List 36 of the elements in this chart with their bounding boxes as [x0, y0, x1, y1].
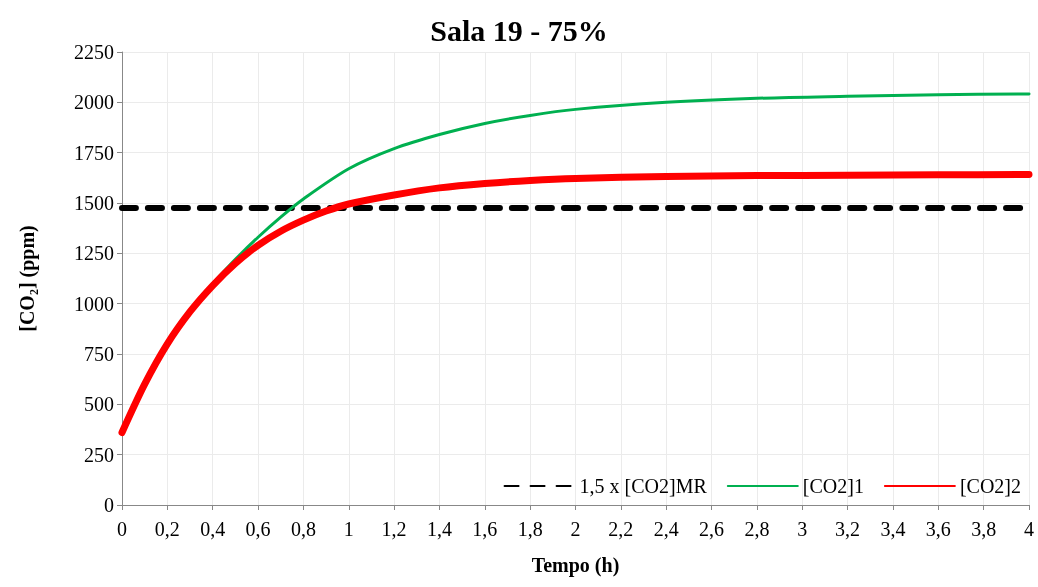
y-tick-label: 0: [104, 494, 114, 516]
x-tick-label: 0,6: [245, 518, 271, 540]
y-tick-label: 2250: [74, 41, 114, 63]
x-axis-title: Tempo (h): [531, 554, 620, 577]
y-axis-title: [CO₂] (ppm): [16, 225, 39, 332]
x-tick-label: 3,4: [880, 518, 906, 540]
legend-label: [CO2]1: [802, 475, 864, 497]
y-tick-label: 1000: [74, 292, 114, 315]
y-tick-label: 750: [84, 343, 114, 365]
x-tick-label: 4: [1024, 518, 1034, 540]
x-tick-label: 2,2: [608, 518, 634, 540]
x-tick-label: 1,6: [472, 518, 498, 540]
x-tick-label: 3,6: [925, 518, 951, 540]
y-tick-label: 2000: [74, 91, 114, 114]
y-tick-label: 250: [84, 443, 114, 466]
x-tick-label: 3: [797, 518, 808, 540]
y-tick-label: 1750: [74, 141, 114, 164]
legend-label: 1,5 x [CO2]MR: [579, 475, 708, 497]
y-tick-label: 1500: [74, 192, 114, 214]
x-tick-label: 1,8: [517, 518, 543, 540]
chart-title: Sala 19 - 75%: [430, 13, 608, 47]
x-tick-label: 2,4: [653, 518, 679, 540]
legend-label: [CO2]2: [959, 475, 1022, 497]
x-tick-label: 0,8: [290, 518, 316, 540]
y-tick-label: 1250: [74, 242, 114, 265]
x-tick-label: 1: [343, 518, 354, 540]
x-tick-label: 0,2: [154, 518, 180, 540]
x-tick-label: 3,2: [835, 518, 861, 540]
x-tick-label: 2: [570, 518, 581, 540]
x-tick-label: 0,4: [200, 518, 226, 540]
x-tick-label: 2,8: [744, 518, 770, 540]
x-tick-label: 3,8: [971, 518, 997, 540]
x-tick-label: 1,4: [426, 518, 452, 540]
x-tick-label: 1,2: [381, 518, 407, 540]
y-tick-label: 500: [84, 393, 114, 416]
x-tick-label: 2,6: [699, 518, 725, 540]
